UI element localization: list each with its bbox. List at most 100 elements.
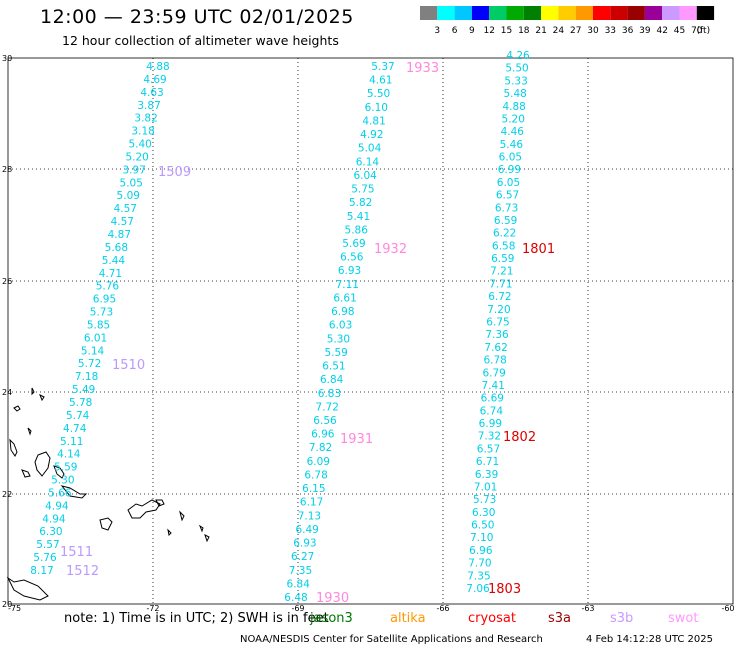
wave-height-value: 6.78 xyxy=(304,469,327,481)
wave-height-value: 6.75 xyxy=(486,317,509,329)
axis-labels: -75 -72 -69 -66 -63 -60 30 28 26 24 22 20 xyxy=(2,54,735,613)
pass-time-label: 1803 xyxy=(488,582,521,597)
legend-label: 6 xyxy=(452,26,458,36)
wave-height-value: 3.97 xyxy=(123,164,146,176)
legend-unit: (ft) xyxy=(697,26,711,36)
legend-swatch xyxy=(420,6,438,20)
island-outline xyxy=(53,465,65,479)
page-subtitle: 12 hour collection of altimeter wave hei… xyxy=(62,33,339,48)
pass-time-label: 1932 xyxy=(374,242,407,257)
color-legend: 3 6 9 12 15 18 21 24 27 30 33 36 39 42 45 70(ft) xyxy=(420,6,715,36)
plot-frame xyxy=(7,57,734,605)
wave-height-value: 7.10 xyxy=(470,532,493,544)
legend-swatch xyxy=(662,6,680,20)
wave-height-value: 6.51 xyxy=(322,361,345,373)
wave-height-value: 6.30 xyxy=(472,507,495,519)
wave-height-value: 5.59 xyxy=(54,462,77,474)
wave-height-value: 6.10 xyxy=(365,102,388,114)
pass-time-label: 1801 xyxy=(522,242,555,257)
wave-height-value: 5.46 xyxy=(500,139,524,151)
legend-label: 18 xyxy=(518,26,530,36)
island-outline xyxy=(99,517,113,531)
wave-height-value: 6.74 xyxy=(480,405,504,417)
wave-height-value: 5.73 xyxy=(90,307,113,319)
wave-height-value: 7.70 xyxy=(468,558,491,570)
legend-swatch xyxy=(679,6,697,20)
footer-timestamp: 4 Feb 14:12:28 UTC 2025 xyxy=(586,634,713,645)
legend-swatch xyxy=(471,6,490,20)
wave-height-value: 6.61 xyxy=(333,292,356,304)
island-outline xyxy=(6,576,49,601)
land-outlines xyxy=(6,387,210,601)
wave-height-value: 7.41 xyxy=(482,380,505,392)
legend-swatch xyxy=(437,6,455,20)
wave-height-value: 4.46 xyxy=(501,126,525,138)
legend-swatch xyxy=(489,6,507,20)
wave-height-value: 7.20 xyxy=(487,304,510,316)
wave-height-value: 7.71 xyxy=(489,278,512,290)
wave-height-value: 6.15 xyxy=(302,483,325,495)
satellite-cryosat: cryosat xyxy=(468,611,516,626)
wave-height-value: 6.96 xyxy=(311,429,335,441)
wave-height-value: 6.84 xyxy=(287,578,311,590)
legend-label: 24 xyxy=(553,26,565,36)
wave-height-value: 7.06 xyxy=(466,583,490,595)
wave-height-value: 4.88 xyxy=(146,61,169,73)
wave-height-value: 5.69 xyxy=(342,238,365,250)
wave-height-value: 7.62 xyxy=(484,342,507,354)
wave-height-value: 5.11 xyxy=(60,436,83,448)
wave-height-value: 4.71 xyxy=(99,268,122,280)
pass-time-label: 1930 xyxy=(316,591,349,606)
island-outline xyxy=(31,387,35,396)
lon-label: -63 xyxy=(581,604,594,613)
pass-time-label: 1933 xyxy=(406,61,439,76)
wave-height-value: 7.11 xyxy=(336,279,359,291)
wave-height-value: 6.96 xyxy=(469,545,493,557)
island-outline xyxy=(27,427,32,436)
wave-height-value: 5.33 xyxy=(504,75,527,87)
wave-height-value: 6.30 xyxy=(39,526,62,538)
wave-height-value: 6.72 xyxy=(488,291,511,303)
wave-height-value: 5.76 xyxy=(33,552,57,564)
lon-label: -69 xyxy=(291,604,304,613)
island-outline xyxy=(155,499,165,507)
wave-height-value: 7.21 xyxy=(490,266,513,278)
island-outline xyxy=(39,393,45,402)
footer-credit: NOAA/NESDIS Center for Satellite Applica… xyxy=(240,634,543,645)
wave-height-value: 4.57 xyxy=(114,203,137,215)
wave-height-value: 7.01 xyxy=(474,481,497,493)
lon-label: -66 xyxy=(436,604,449,613)
pass-time-label: 1509 xyxy=(158,165,191,180)
wave-height-value: 5.85 xyxy=(87,319,110,331)
island-outline xyxy=(21,469,31,478)
legend-swatch xyxy=(644,6,663,20)
legend-swatch xyxy=(454,6,472,20)
wave-height-value: 6.04 xyxy=(353,170,377,182)
legend-label: 12 xyxy=(483,26,494,36)
legend-label: 21 xyxy=(535,26,546,36)
wave-height-value: 5.50 xyxy=(367,88,390,100)
wave-height-value: 6.83 xyxy=(318,388,341,400)
legend-label: 39 xyxy=(639,26,651,36)
wave-height-value: 5.14 xyxy=(81,345,105,357)
island-outline xyxy=(167,528,172,537)
wave-height-value: 5.76 xyxy=(96,281,120,293)
wave-height-value: 6.09 xyxy=(307,456,330,468)
wave-height-value: 6.39 xyxy=(475,469,498,481)
lon-label: -75 xyxy=(8,604,21,613)
note-text: note: 1) Time is in UTC; 2) SWH is in fe… xyxy=(64,611,329,626)
wave-height-value: 7.72 xyxy=(316,401,339,413)
grid-lines xyxy=(7,57,734,605)
wave-height-value: 4.57 xyxy=(111,216,134,228)
wave-height-value: 5.05 xyxy=(120,177,143,189)
legend-label: 45 xyxy=(674,26,685,36)
legend-label: 15 xyxy=(501,26,512,36)
lat-label: 24 xyxy=(2,388,12,397)
wave-height-value: 5.49 xyxy=(72,384,95,396)
wave-height-value: 6.05 xyxy=(497,177,520,189)
wave-height-value: 3.87 xyxy=(137,100,160,112)
island-outline xyxy=(60,485,88,499)
legend-swatch xyxy=(523,6,542,20)
island-outline xyxy=(127,499,161,519)
